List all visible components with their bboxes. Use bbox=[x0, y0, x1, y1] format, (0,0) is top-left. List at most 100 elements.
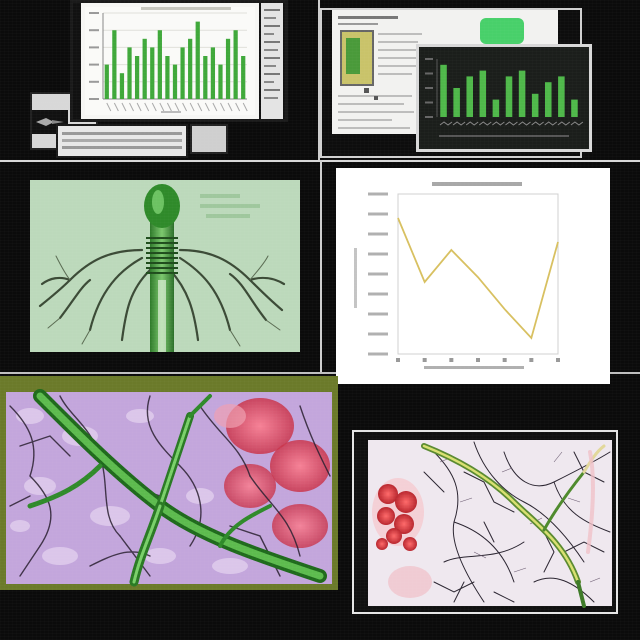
bar bbox=[479, 70, 487, 117]
x-tick-label-glyph bbox=[518, 121, 531, 126]
inner-dark-screen bbox=[416, 44, 592, 152]
y-tick-label-glyph bbox=[368, 212, 388, 216]
y-axis-label-placeholder bbox=[354, 248, 357, 308]
bar bbox=[127, 47, 132, 99]
horizontal-divider-middle bbox=[0, 372, 640, 374]
y-tick-mark bbox=[425, 87, 433, 89]
bar bbox=[505, 76, 513, 117]
y-tick-mark bbox=[425, 58, 433, 60]
x-tick-label-glyph bbox=[544, 121, 558, 126]
monitor-screen bbox=[81, 3, 259, 119]
x-tick-mark bbox=[235, 102, 241, 112]
y-tick-label-glyph bbox=[368, 272, 388, 276]
bar bbox=[225, 38, 231, 99]
x-tick-mark bbox=[227, 102, 233, 112]
x-tick-label-glyph bbox=[531, 121, 544, 126]
bottom-right-panel bbox=[352, 430, 618, 614]
bar bbox=[571, 99, 578, 117]
y-tick-mark bbox=[89, 98, 99, 100]
x-tick-mark bbox=[159, 102, 165, 112]
series-line bbox=[397, 217, 559, 340]
x-tick-label-glyph bbox=[529, 358, 534, 362]
tissue-illustration bbox=[6, 389, 332, 587]
x-axis-label-placeholder bbox=[424, 366, 524, 369]
x-tick-label-glyph bbox=[570, 121, 584, 126]
middle-left-panel bbox=[30, 180, 300, 352]
bar bbox=[492, 99, 500, 117]
bar bbox=[545, 82, 552, 117]
bar bbox=[210, 47, 216, 99]
bar bbox=[440, 64, 447, 117]
x-tick-label-glyph bbox=[422, 358, 427, 362]
bar bbox=[157, 30, 162, 100]
title-placeholder bbox=[141, 7, 231, 10]
monitor bbox=[70, 0, 288, 122]
bar-chart-top-right bbox=[419, 47, 589, 149]
y-tick-label-glyph bbox=[368, 312, 388, 316]
logo-box bbox=[32, 110, 68, 134]
bottom-left-panel bbox=[0, 376, 338, 590]
y-tick-label-glyph bbox=[368, 232, 388, 236]
y-tick-label-glyph bbox=[368, 292, 388, 296]
x-tick-mark bbox=[121, 102, 127, 112]
y-tick-label-glyph bbox=[368, 332, 388, 336]
bar bbox=[203, 56, 208, 99]
x-tick-mark bbox=[136, 102, 142, 112]
x-tick-label-glyph bbox=[396, 358, 400, 362]
x-label-placeholder bbox=[161, 111, 181, 113]
x-tick-mark bbox=[189, 102, 195, 112]
vertical-divider-middle bbox=[320, 160, 322, 372]
thumbnail-image bbox=[340, 30, 374, 86]
bar bbox=[466, 76, 473, 117]
line-chart bbox=[354, 182, 560, 369]
vertical-divider-top bbox=[318, 0, 320, 160]
keyboard-tray bbox=[56, 124, 188, 158]
bar bbox=[180, 47, 185, 99]
x-tick-mark bbox=[113, 102, 119, 112]
y-tick-mark bbox=[89, 12, 99, 14]
x-tick-mark bbox=[242, 102, 248, 112]
x-tick-label-glyph bbox=[465, 121, 479, 126]
bar bbox=[119, 73, 125, 99]
bar bbox=[134, 56, 140, 99]
side-box bbox=[190, 124, 228, 154]
bar bbox=[195, 21, 200, 100]
x-tick-mark bbox=[129, 102, 134, 112]
x-tick-mark bbox=[174, 102, 180, 112]
x-tick-mark bbox=[204, 102, 210, 112]
y-tick-mark bbox=[89, 63, 99, 66]
x-tick-mark bbox=[106, 102, 112, 112]
bar bbox=[142, 38, 147, 99]
bar-chart-top-left bbox=[85, 7, 255, 115]
plant-illustration bbox=[30, 180, 300, 352]
bar bbox=[558, 76, 565, 117]
top-left-panel bbox=[0, 0, 318, 160]
x-tick-mark bbox=[212, 102, 218, 112]
y-tick-mark bbox=[89, 29, 99, 32]
title-placeholder bbox=[432, 182, 522, 186]
x-tick-label-glyph bbox=[478, 121, 492, 126]
x-tick-mark bbox=[197, 102, 203, 112]
x-tick-mark bbox=[144, 102, 150, 112]
monitor-side-text bbox=[261, 3, 283, 119]
middle-right-panel bbox=[336, 168, 610, 384]
y-tick-mark bbox=[425, 101, 433, 104]
x-tick-mark bbox=[151, 102, 157, 112]
x-tick-label-glyph bbox=[505, 121, 518, 126]
caption-placeholder bbox=[439, 135, 569, 137]
bar bbox=[188, 38, 193, 99]
logo-icon bbox=[36, 118, 64, 126]
bar bbox=[531, 93, 539, 117]
top-right-panel bbox=[320, 0, 640, 160]
bar bbox=[518, 70, 526, 117]
x-tick-label-glyph bbox=[452, 121, 466, 126]
y-tick-label-glyph bbox=[368, 252, 388, 256]
x-tick-label-glyph bbox=[557, 121, 571, 126]
x-tick-label-glyph bbox=[439, 121, 453, 126]
x-tick-label-glyph bbox=[492, 121, 505, 126]
green-capsule bbox=[480, 18, 524, 44]
bar bbox=[150, 47, 155, 99]
y-tick-mark bbox=[425, 72, 433, 75]
bar bbox=[233, 30, 238, 100]
bar bbox=[453, 88, 460, 117]
